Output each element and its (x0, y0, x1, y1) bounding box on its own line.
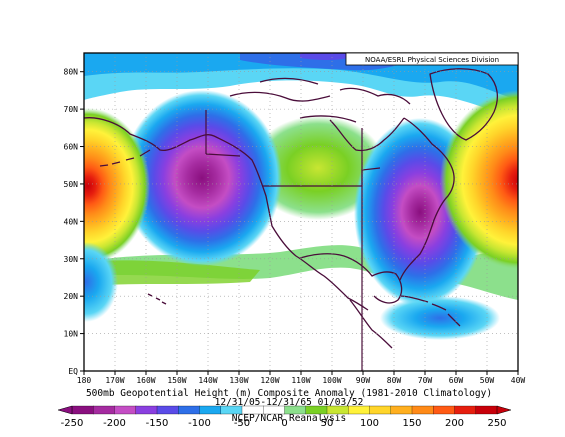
colorbar-segment (369, 405, 392, 415)
lat-label: 10N (64, 330, 79, 339)
colorbar-ticks: -250 -200 -150 -100 -50 0 50 100 150 200 250 (61, 418, 507, 429)
colorbar-segment (199, 405, 222, 415)
colorbar-segment (433, 405, 456, 415)
colorbar-segment (114, 405, 137, 415)
colorbar-tick-label: -200 (103, 418, 126, 429)
coastlines (84, 68, 499, 349)
colorbar-segment (178, 405, 201, 415)
colorbar-segment (454, 405, 477, 415)
lon-label: 110W (291, 376, 310, 385)
lon-label: 140W (198, 376, 217, 385)
colorbar-tick-label: -250 (61, 418, 84, 429)
colorbar-tick-label: 250 (487, 418, 506, 429)
colorbar-tick-label: 50 (321, 418, 334, 429)
lon-label: 70W (418, 376, 433, 385)
credit-box: NOAA/ESRL Physical Sciences Division (345, 52, 519, 66)
colorbar-tick-label: 100 (360, 418, 379, 429)
lon-label: 50W (480, 376, 495, 385)
colorbar-segment (305, 405, 328, 415)
colorbar-min-arrow (57, 405, 73, 415)
colorbar-segment (156, 405, 179, 415)
colorbar-max-arrow (496, 405, 512, 415)
colorbar-tick-label: -150 (146, 418, 169, 429)
caption-title: 500mb Geopotential Height (m) Composite … (86, 388, 492, 399)
credit-text: NOAA/ESRL Physical Sciences Division (365, 56, 499, 64)
colorbar-segment (411, 405, 434, 415)
gridlines (84, 53, 518, 371)
caption-dates: 12/31/05-12/31/65 01/03/52 (215, 397, 364, 408)
lat-label: 60N (64, 143, 79, 152)
colorbar-segment (135, 405, 158, 415)
lat-label: 80N (64, 68, 79, 77)
lat-label: 40N (64, 217, 79, 226)
lon-label: 90W (356, 376, 371, 385)
colorbar-segment (71, 405, 94, 415)
lon-label: 170W (105, 376, 124, 385)
colorbar-segment (390, 405, 413, 415)
colorbar-segment (263, 405, 286, 415)
colorbar-segment (220, 405, 243, 415)
lon-label: 60W (449, 376, 464, 385)
latitude-labels: EQ 10N 20N 30N 40N 50N 60N 70N 80N (64, 68, 84, 376)
borders (205, 110, 381, 371)
colorbar (57, 405, 512, 415)
lon-label: 40W (511, 376, 526, 385)
lat-label: 30N (64, 255, 79, 264)
colorbar-segment (348, 405, 371, 415)
lat-label: 70N (64, 105, 79, 114)
colorbar-tick-label: 200 (445, 418, 464, 429)
colorbar-segment (241, 405, 264, 415)
lat-label: 50N (64, 180, 79, 189)
colorbar-tick-label: 150 (402, 418, 421, 429)
lat-label: 20N (64, 292, 79, 301)
colorbar-tick-label: 0 (281, 418, 287, 429)
lon-label: 80W (387, 376, 402, 385)
lon-label: 160W (136, 376, 155, 385)
caption-source: NCEP/NCAR Reanalysis (232, 413, 346, 424)
colorbar-tick-label: -100 (188, 418, 211, 429)
longitude-labels: 180 170W 160W 150W 140W 130W 120W 110W 100W 90W 80… (77, 371, 526, 385)
colorbar-segment (326, 405, 349, 415)
lat-label: EQ (68, 367, 78, 376)
lon-label: 180 (77, 376, 92, 385)
colorbar-tick-label: -50 (234, 418, 250, 429)
colorbar-segment (284, 405, 307, 415)
lon-label: 100W (322, 376, 341, 385)
lon-label: 120W (260, 376, 279, 385)
lon-label: 150W (167, 376, 186, 385)
lon-label: 130W (229, 376, 248, 385)
colorbar-segment (475, 405, 498, 415)
colorbar-segment (93, 405, 116, 415)
